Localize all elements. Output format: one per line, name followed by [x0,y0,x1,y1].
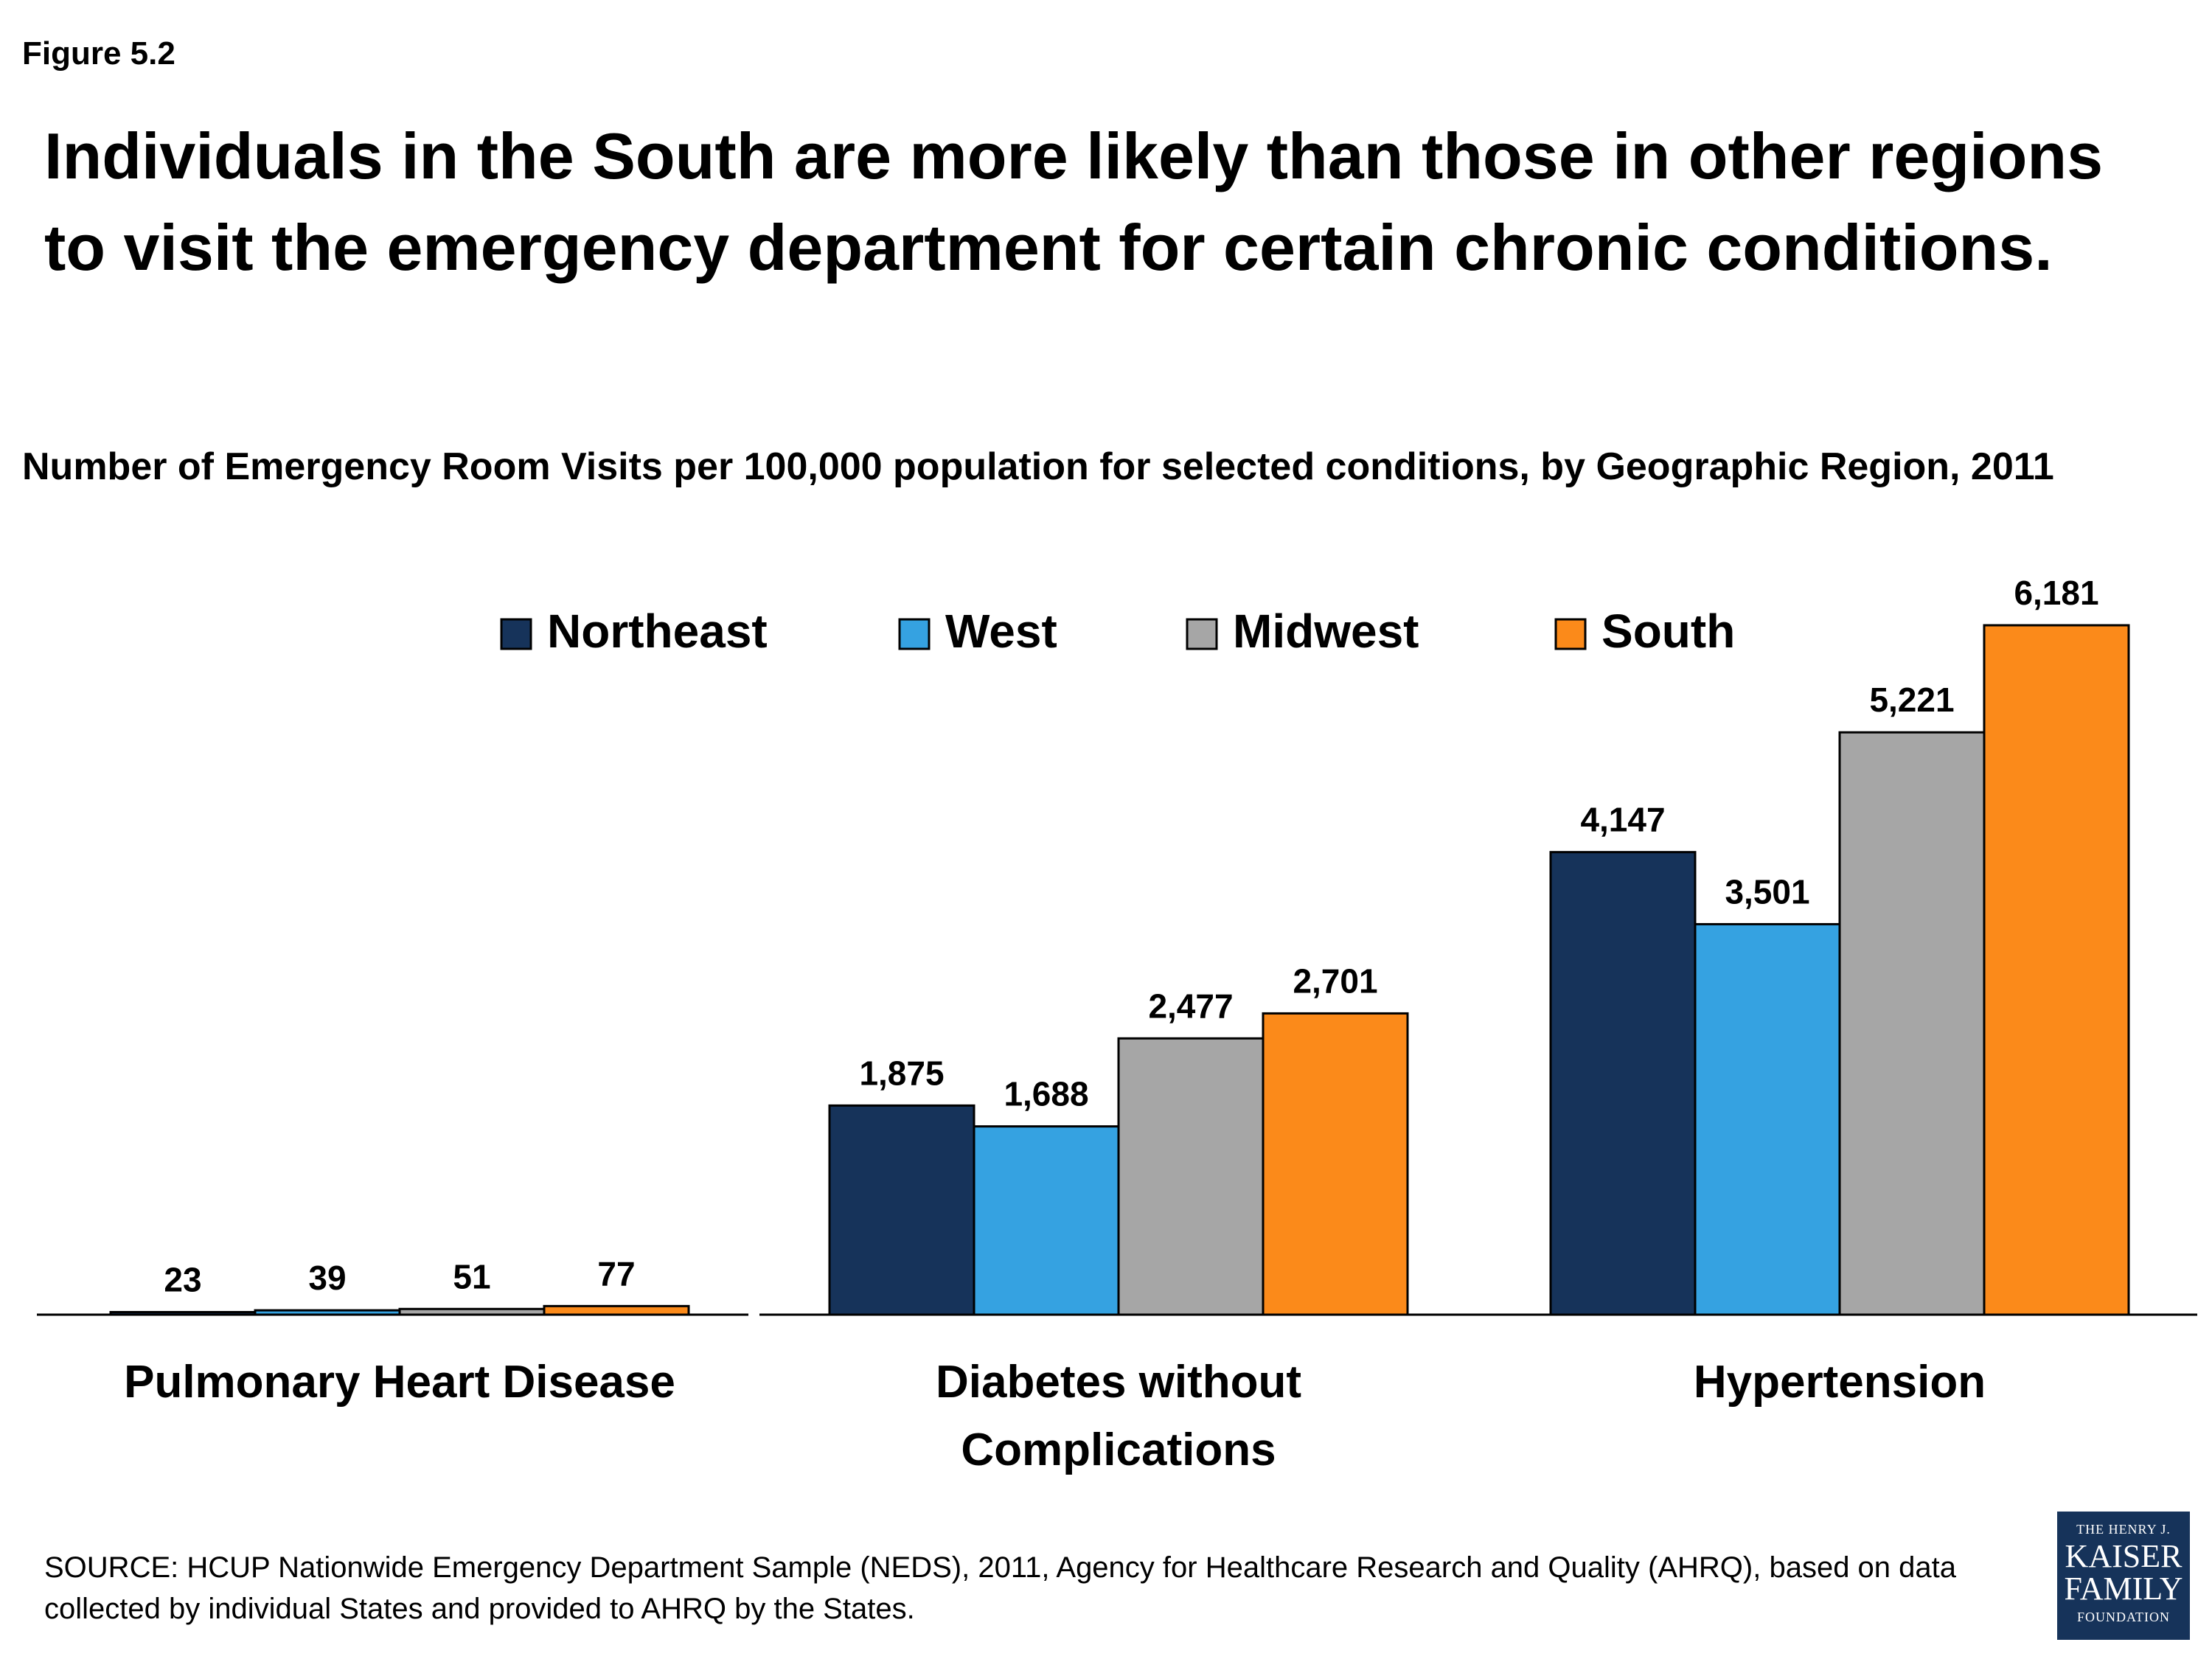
bar-south-3 [1983,624,2130,1316]
bar-northeast-3 [1549,851,1697,1316]
bar-west-1 [254,1309,401,1316]
logo-line-1: THE HENRY J. [2076,1522,2171,1537]
figure-label: Figure 5.2 [22,35,175,72]
legend-swatch-west [898,618,931,650]
data-label-west-3: 3,501 [1725,872,1809,911]
legend-swatch-south [1554,618,1587,650]
category-label-1: Pulmonary Heart Disease [124,1357,675,1408]
bar-west-2 [973,1125,1120,1316]
legend-swatch-midwest [1186,618,1218,650]
data-label-midwest-2: 2,477 [1148,987,1233,1025]
bar-west-3 [1694,922,1841,1316]
bar-midwest-3 [1838,731,1986,1316]
source-note: SOURCE: HCUP Nationwide Emergency Depart… [44,1551,1957,1625]
data-label-northeast-1: 23 [164,1261,201,1299]
legend-label-midwest: Midwest [1233,605,1419,658]
kff-logo: THE HENRY J. KAISER FAMILY FOUNDATION [2057,1512,2190,1640]
bar-midwest-2 [1117,1037,1265,1316]
data-label-midwest-1: 51 [453,1257,490,1295]
chart-title: Number of Emergency Room Visits per 100,… [22,445,2054,488]
legend-label-west: West [945,605,1057,658]
bar-northeast-1 [109,1311,257,1316]
data-label-south-3: 6,181 [2014,574,2098,612]
data-label-south-2: 2,701 [1293,961,1377,1000]
bar-northeast-2 [828,1104,975,1316]
data-label-west-1: 39 [308,1259,346,1297]
legend-label-south: South [1601,605,1735,658]
bar-chart: 23 39 51 77 Pulmonary Heart Disease 1,875 1,68… [37,574,2197,1475]
data-label-northeast-3: 4,147 [1580,801,1665,839]
headline: Individuals in the South are more likely… [44,119,2104,284]
bar-midwest-1 [398,1307,546,1316]
data-label-west-2: 1,688 [1004,1075,1088,1113]
category-label-2-line-1: Diabetes without [936,1357,1301,1408]
data-label-northeast-2: 1,875 [859,1054,944,1092]
data-label-midwest-3: 5,221 [1869,681,1954,719]
bar-south-2 [1262,1012,1409,1316]
logo-line-2: KAISER [2065,1538,2183,1574]
logo-line-4: FOUNDATION [2077,1610,2170,1624]
data-label-south-1: 77 [597,1254,635,1293]
category-label-3: Hypertension [1694,1357,1986,1408]
legend-label-northeast: Northeast [547,605,768,658]
category-label-2-line-2: Complications [961,1425,1276,1475]
bar-south-1 [543,1304,690,1316]
logo-line-3: FAMILY [2064,1571,2183,1607]
legend-swatch-northeast [500,618,532,650]
